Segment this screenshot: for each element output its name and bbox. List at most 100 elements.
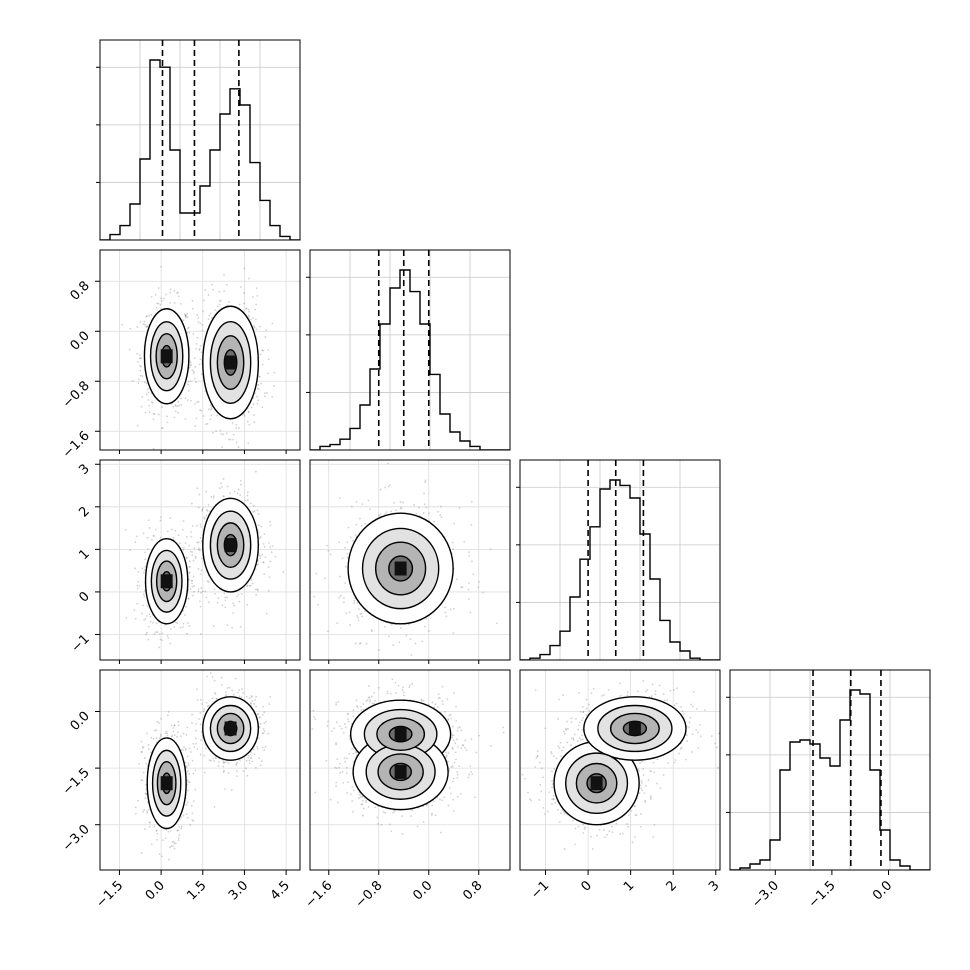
scatter-point: [182, 749, 184, 751]
scatter-point: [225, 432, 228, 435]
scatter-point: [222, 761, 225, 764]
scatter-point: [342, 601, 345, 604]
scatter-point: [257, 383, 260, 386]
scatter-point: [248, 584, 251, 587]
scatter-point: [144, 558, 147, 561]
scatter-point: [189, 361, 192, 364]
scatter-point: [368, 696, 371, 699]
scatter-point: [424, 481, 427, 484]
scatter-point: [172, 405, 175, 408]
scatter-point: [144, 411, 147, 414]
scatter-point: [187, 326, 190, 329]
scatter-point: [227, 772, 230, 775]
scatter-point: [400, 627, 402, 630]
scatter-point: [235, 448, 237, 450]
scatter-point: [194, 555, 197, 558]
scatter-point: [202, 507, 204, 509]
scatter-point: [144, 324, 147, 326]
scatter-point: [354, 642, 357, 645]
scatter-point: [254, 767, 257, 769]
scatter-point: [206, 422, 209, 425]
scatter-point: [214, 309, 217, 312]
scatter-point: [149, 615, 152, 618]
scatter-point: [155, 622, 158, 625]
scatter-point: [155, 729, 158, 732]
scatter-point: [183, 313, 186, 315]
scatter-point: [271, 322, 274, 325]
scatter-point: [191, 554, 194, 556]
scatter-point: [222, 495, 225, 498]
scatter-point: [258, 716, 261, 718]
scatter-point: [240, 696, 243, 699]
scatter-point: [354, 534, 357, 536]
scatter-point: [189, 588, 192, 590]
scatter-point: [203, 771, 206, 774]
scatter-point: [207, 581, 210, 584]
scatter-point: [157, 722, 160, 724]
scatter-point: [238, 695, 241, 698]
scatter-point: [256, 402, 259, 405]
scatter-point: [261, 406, 264, 409]
scatter-point: [141, 745, 144, 748]
scatter-point: [205, 514, 208, 517]
density-peak: [224, 721, 237, 736]
scatter-point: [250, 579, 253, 582]
scatter-point: [259, 353, 262, 356]
scatter-point: [144, 797, 147, 800]
scatter-point: [140, 751, 143, 753]
scatter-point: [177, 412, 180, 414]
scatter-point: [184, 315, 187, 318]
scatter-point: [384, 625, 386, 628]
scatter-point: [400, 507, 403, 510]
scatter-point: [245, 695, 248, 698]
scatter-point: [201, 703, 203, 705]
scatter-point: [202, 710, 205, 713]
scatter-point: [260, 525, 263, 528]
scatter-point: [257, 531, 260, 534]
scatter-point: [268, 542, 270, 544]
scatter-point: [136, 584, 139, 587]
scatter-point: [210, 495, 213, 498]
scatter-point: [147, 748, 150, 751]
scatter-point: [224, 691, 227, 693]
scatter-point: [201, 324, 204, 326]
scatter-point: [196, 401, 198, 404]
scatter-point: [222, 761, 225, 764]
scatter-point: [197, 541, 200, 543]
scatter-point: [221, 684, 223, 686]
scatter-point: [502, 726, 504, 729]
scatter-point: [232, 612, 235, 615]
scatter-point: [148, 411, 151, 414]
scatter-point: [242, 770, 245, 773]
scatter-point: [262, 349, 265, 352]
scatter-point: [263, 395, 266, 398]
scatter-point: [239, 494, 242, 497]
histogram-step: [310, 269, 510, 450]
scatter-point: [231, 421, 234, 424]
scatter-point: [345, 612, 348, 615]
panel-frame: [309, 249, 511, 451]
scatter-point: [437, 510, 440, 513]
scatter-point: [344, 582, 347, 584]
scatter-point: [161, 839, 164, 842]
scatter-point: [151, 401, 154, 404]
scatter-point: [161, 632, 164, 635]
scatter-point: [415, 512, 418, 515]
scatter-point: [146, 810, 148, 813]
scatter-point: [186, 399, 189, 402]
scatter-point: [176, 405, 179, 408]
scatter-point: [245, 307, 248, 310]
scatter-point: [201, 373, 203, 376]
scatter-point: [257, 713, 260, 716]
scatter-point: [139, 369, 142, 372]
scatter-point: [166, 732, 169, 735]
scatter-point: [161, 639, 164, 642]
scatter-point: [194, 366, 197, 368]
scatter-point: [204, 390, 206, 393]
scatter-point: [196, 314, 199, 316]
scatter-point: [193, 403, 196, 405]
scatter-point: [177, 839, 180, 842]
scatter-point: [470, 500, 473, 503]
scatter-point: [236, 691, 239, 694]
